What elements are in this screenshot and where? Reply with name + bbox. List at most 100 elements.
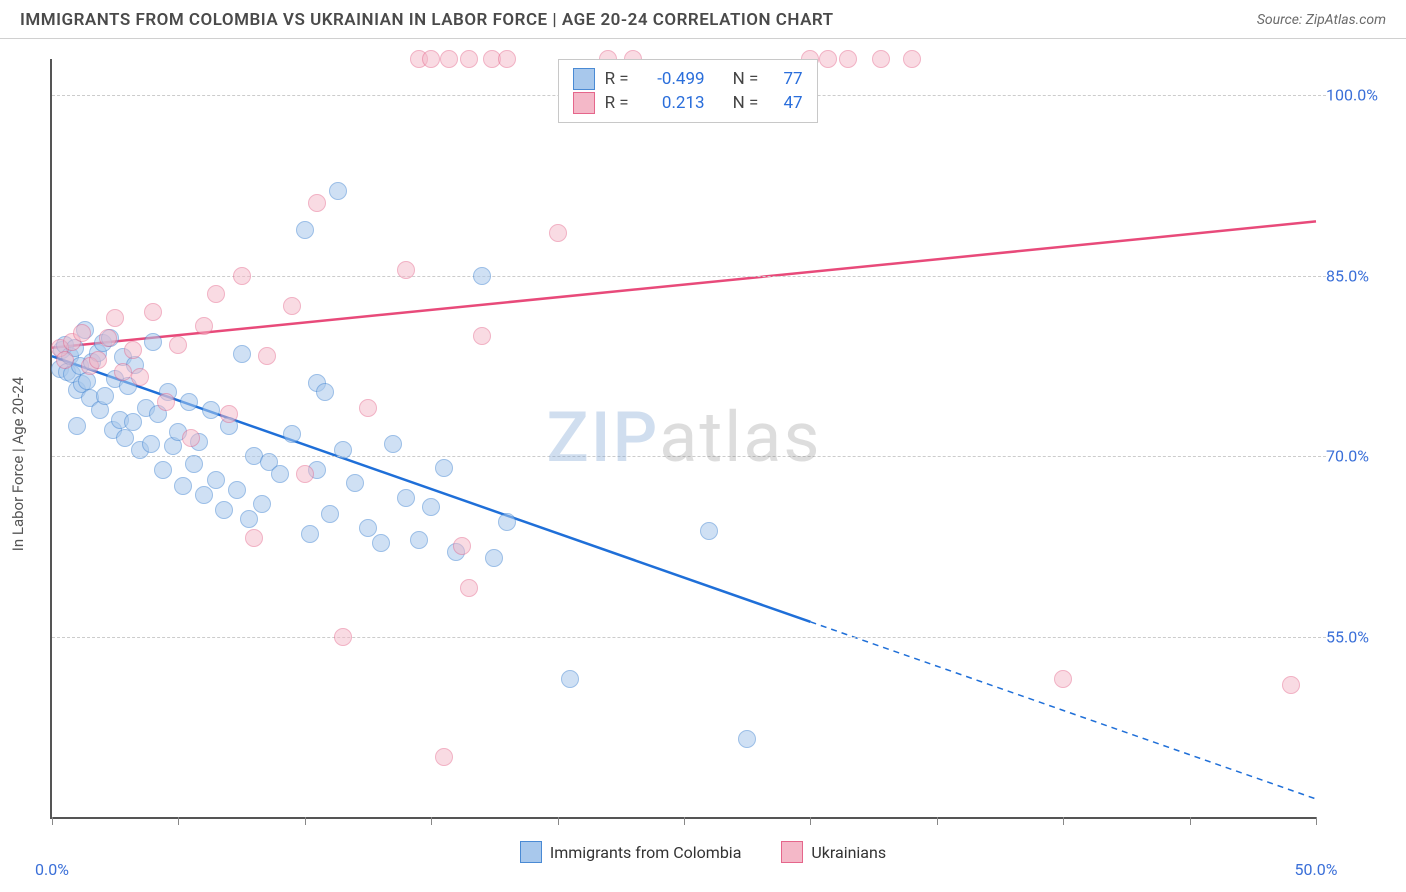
scatter-marker [296, 465, 314, 483]
scatter-marker [435, 748, 453, 766]
watermark-zip: ZIP [547, 397, 660, 479]
scatter-marker [422, 50, 440, 68]
scatter-marker [142, 435, 160, 453]
legend-label: Ukrainians [811, 843, 886, 862]
scatter-marker [334, 441, 352, 459]
scatter-marker [549, 224, 567, 242]
plot-area: ZIPatlas R = -0.499 N = 77 R = 0.213 N =… [50, 59, 1316, 819]
legend-swatch [520, 841, 542, 863]
scatter-marker [124, 413, 142, 431]
x-tick [937, 817, 938, 825]
scatter-marker [700, 522, 718, 540]
x-tick [558, 817, 559, 825]
x-tick [1063, 817, 1064, 825]
scatter-marker [498, 50, 516, 68]
legend-stats: R = -0.499 N = 77 R = 0.213 N = 47 [558, 59, 818, 123]
scatter-marker [202, 401, 220, 419]
scatter-marker [839, 50, 857, 68]
trend-line-solid [52, 221, 1316, 347]
legend-item: Immigrants from Colombia [520, 841, 742, 863]
chart-source: Source: ZipAtlas.com [1257, 12, 1386, 28]
scatter-marker [195, 317, 213, 335]
legend-swatch-1 [573, 92, 595, 114]
scatter-marker [410, 531, 428, 549]
x-tick [52, 817, 53, 825]
legend-n-label: N = [733, 93, 763, 113]
trend-lines-svg [52, 59, 1316, 817]
scatter-marker [228, 481, 246, 499]
scatter-marker [453, 537, 471, 555]
scatter-marker [114, 363, 132, 381]
scatter-marker [283, 297, 301, 315]
scatter-marker [435, 459, 453, 477]
legend-item: Ukrainians [781, 841, 886, 863]
y-axis-title: In Labor Force | Age 20-24 [9, 377, 27, 551]
scatter-marker [116, 429, 134, 447]
scatter-marker [174, 477, 192, 495]
scatter-marker [144, 303, 162, 321]
scatter-marker [819, 50, 837, 68]
trend-line-dashed [810, 622, 1316, 799]
x-tick [178, 817, 179, 825]
scatter-marker [73, 324, 91, 342]
chart-header: IMMIGRANTS FROM COLOMBIA VS UKRAINIAN IN… [0, 0, 1406, 39]
scatter-marker [329, 182, 347, 200]
scatter-marker [485, 549, 503, 567]
scatter-marker [460, 579, 478, 597]
scatter-marker [154, 461, 172, 479]
legend-swatch [781, 841, 803, 863]
scatter-marker [321, 505, 339, 523]
scatter-marker [561, 670, 579, 688]
scatter-marker [283, 425, 301, 443]
scatter-marker [738, 730, 756, 748]
scatter-marker [473, 267, 491, 285]
scatter-marker [89, 351, 107, 369]
scatter-marker [473, 327, 491, 345]
scatter-marker [78, 372, 96, 390]
scatter-marker [131, 368, 149, 386]
scatter-marker [440, 50, 458, 68]
y-tick-label: 55.0% [1326, 627, 1396, 646]
scatter-marker [1054, 670, 1072, 688]
legend-bottom: Immigrants from Colombia Ukrainians [0, 841, 1406, 863]
legend-stats-row-0: R = -0.499 N = 77 [573, 68, 803, 90]
legend-label: Immigrants from Colombia [550, 843, 742, 862]
scatter-marker [271, 465, 289, 483]
y-tick-label: 100.0% [1326, 86, 1396, 105]
y-tick-label: 85.0% [1326, 266, 1396, 285]
legend-r-label: R = [605, 69, 635, 89]
gridline-h [52, 456, 1326, 457]
scatter-marker [233, 267, 251, 285]
x-tick [1316, 817, 1317, 825]
scatter-marker [397, 489, 415, 507]
watermark: ZIPatlas [547, 397, 822, 479]
legend-stats-row-1: R = 0.213 N = 47 [573, 92, 803, 114]
scatter-marker [144, 333, 162, 351]
legend-n-value-0: 77 [773, 69, 803, 89]
x-tick [305, 817, 306, 825]
gridline-h [52, 637, 1326, 638]
scatter-marker [422, 498, 440, 516]
chart-title: IMMIGRANTS FROM COLOMBIA VS UKRAINIAN IN… [20, 10, 834, 30]
scatter-marker [220, 405, 238, 423]
x-tick [1190, 817, 1191, 825]
scatter-marker [180, 393, 198, 411]
scatter-marker [498, 513, 516, 531]
scatter-marker [296, 221, 314, 239]
legend-n-value-1: 47 [773, 93, 803, 113]
y-tick-label: 70.0% [1326, 447, 1396, 466]
scatter-marker [207, 471, 225, 489]
scatter-marker [207, 285, 225, 303]
scatter-marker [169, 336, 187, 354]
scatter-marker [157, 393, 175, 411]
scatter-marker [903, 50, 921, 68]
x-tick [810, 817, 811, 825]
x-tick [684, 817, 685, 825]
scatter-marker [359, 399, 377, 417]
scatter-marker [372, 534, 390, 552]
legend-swatch-0 [573, 68, 595, 90]
scatter-marker [99, 329, 117, 347]
scatter-marker [233, 345, 251, 363]
scatter-marker [106, 309, 124, 327]
scatter-marker [96, 387, 114, 405]
